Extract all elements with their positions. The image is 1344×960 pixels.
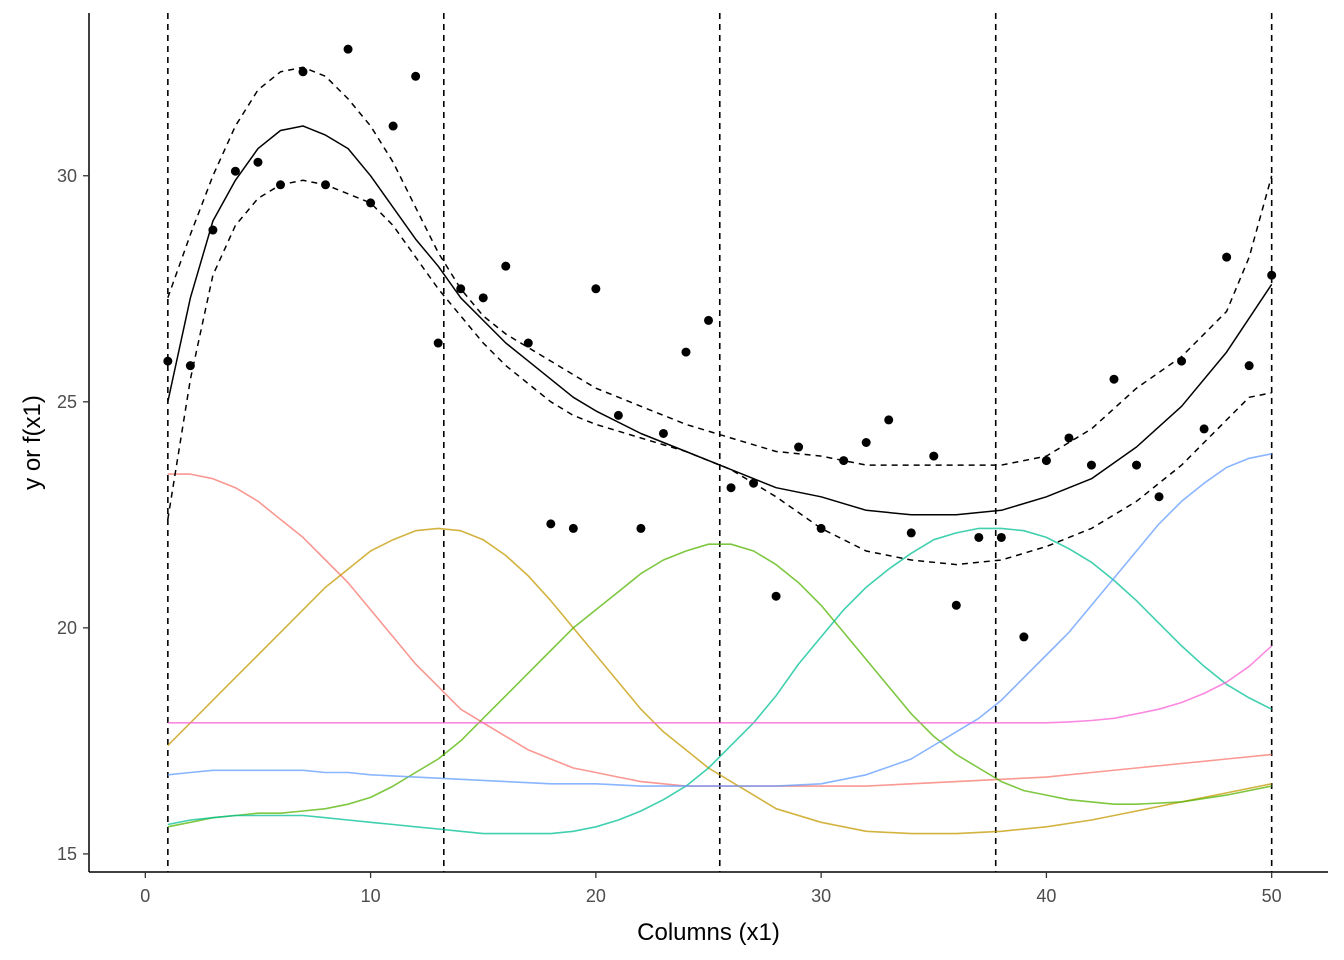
y-tick-label: 25 [57, 392, 77, 412]
x-axis-ticks: 0 10 20 30 40 50 [140, 872, 1282, 906]
x-tick-label: 20 [586, 886, 606, 906]
fit-line [167, 125, 1273, 516]
x-tick-label: 30 [811, 886, 831, 906]
fitted-curve [167, 125, 1273, 516]
data-point [658, 428, 668, 438]
data-point [636, 523, 646, 533]
data-point [546, 519, 556, 529]
data-point [1222, 252, 1232, 262]
data-point [1244, 361, 1254, 371]
data-point [1064, 433, 1074, 443]
data-point [1041, 456, 1051, 466]
data-point [951, 600, 961, 610]
basis-curve-3 [167, 543, 1272, 828]
basis-curve-4 [167, 527, 1273, 835]
data-point [996, 532, 1006, 542]
data-point [275, 180, 285, 190]
data-point [771, 591, 781, 601]
data-point [1019, 632, 1029, 642]
data-point [433, 338, 443, 348]
data-point [591, 284, 601, 294]
data-point [974, 532, 984, 542]
data-point [613, 410, 623, 420]
data-point [253, 157, 263, 167]
lower-band-line [167, 179, 1272, 566]
data-point [1199, 424, 1209, 434]
data-point [343, 44, 353, 54]
x-tick-label: 10 [361, 886, 381, 906]
data-point [568, 523, 578, 533]
data-point [839, 456, 849, 466]
data-point [298, 67, 308, 77]
basis-curve-6 [167, 645, 1273, 724]
x-tick-label: 40 [1036, 886, 1056, 906]
data-point [794, 442, 804, 452]
data-point [230, 166, 240, 176]
y-tick-label: 30 [57, 166, 77, 186]
data-point [163, 356, 173, 366]
axes [88, 13, 1328, 873]
data-point [388, 121, 398, 131]
knot-lines [167, 13, 1273, 872]
x-axis-title: Columns (x1) [637, 919, 780, 946]
data-point [456, 284, 466, 294]
basis-curve-2 [167, 527, 1272, 835]
data-point [726, 483, 736, 493]
basis-curve-1 [167, 473, 1272, 787]
data-point [1154, 492, 1164, 502]
data-point [749, 478, 759, 488]
data-point [321, 180, 331, 190]
data-point [1267, 270, 1277, 280]
x-tick-label: 50 [1262, 886, 1282, 906]
y-tick-label: 20 [57, 618, 77, 638]
basis-curves [167, 453, 1273, 835]
data-point [681, 347, 691, 357]
data-point [208, 225, 218, 235]
y-axis-title: y or f(x1) [19, 395, 46, 490]
data-point [411, 71, 421, 81]
data-point [478, 293, 488, 303]
data-point [861, 438, 871, 447]
data-point [501, 261, 511, 271]
data-point [523, 338, 533, 348]
data-point [884, 415, 894, 425]
data-point [816, 523, 826, 533]
basis-curve-5 [167, 453, 1272, 787]
confidence-band [167, 66, 1273, 566]
y-axis-ticks: 15 20 25 30 [57, 166, 89, 864]
data-point [366, 198, 376, 208]
data-point [704, 315, 713, 325]
data-point [185, 361, 195, 371]
data-points [163, 44, 1277, 642]
data-point [906, 528, 916, 538]
data-point [1177, 356, 1187, 366]
y-tick-label: 15 [57, 844, 77, 864]
x-tick-label: 0 [140, 886, 150, 906]
data-point [1132, 460, 1142, 470]
data-point [1086, 460, 1096, 470]
data-point [929, 451, 939, 461]
upper-band-line [167, 66, 1273, 466]
data-point [1109, 374, 1119, 384]
